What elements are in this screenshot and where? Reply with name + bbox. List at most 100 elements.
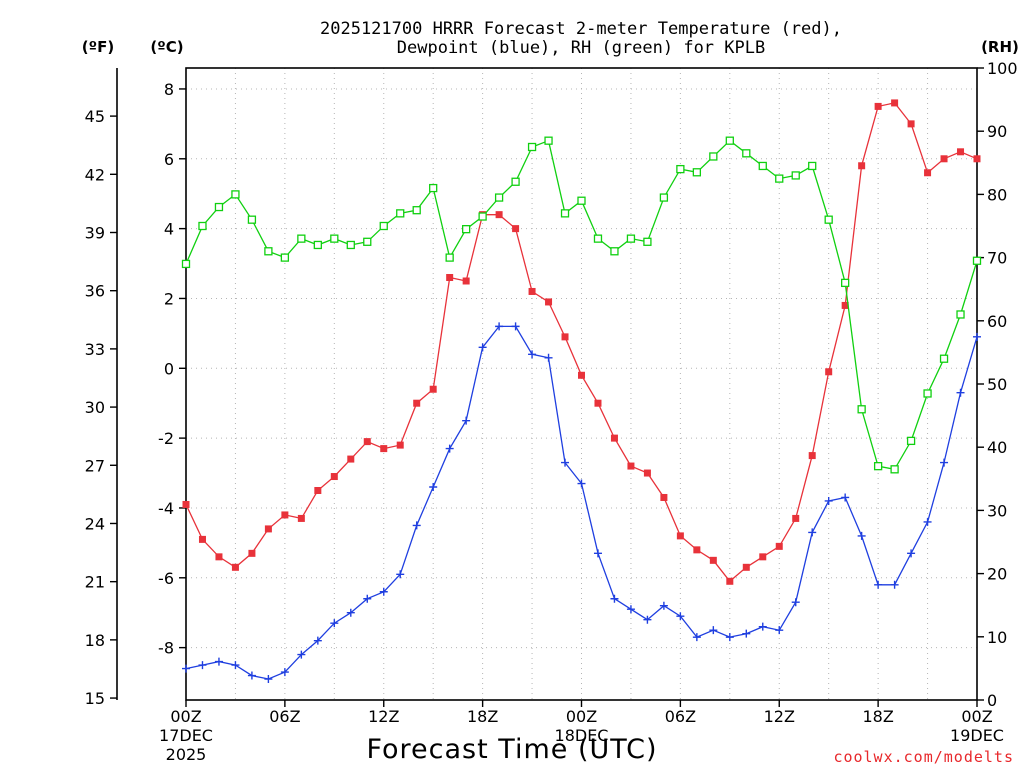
- dewpoint-point: [247, 671, 256, 680]
- x-tick-label: 12Z: [764, 707, 795, 726]
- dewpoint-point: [297, 650, 306, 659]
- dewpoint-point: [445, 444, 454, 453]
- rh-tick-label: 80: [987, 185, 1007, 204]
- temperature-point: [957, 148, 965, 156]
- rh-point: [445, 253, 454, 262]
- dewpoint-point: [528, 350, 537, 359]
- dewpoint-point: [973, 332, 981, 341]
- dewpoint-point: [346, 608, 355, 617]
- temperature-series: [182, 99, 981, 585]
- rh-point: [181, 259, 191, 269]
- rh-tick-label: 70: [987, 249, 1007, 268]
- temperature-point: [231, 563, 239, 571]
- rh-point: [841, 278, 850, 288]
- rh-tick-label: 90: [987, 122, 1007, 141]
- rh-point: [396, 209, 405, 218]
- rh-point: [478, 212, 487, 221]
- dewpoint-point: [363, 594, 372, 603]
- dewpoint-point: [198, 661, 207, 670]
- rh-tick-label: 40: [987, 438, 1007, 457]
- rh-point: [972, 256, 982, 265]
- chart-title-line1: 2025121700 HRRR Forecast 2-meter Tempera…: [320, 19, 842, 39]
- dewpoint-point: [610, 594, 619, 603]
- temperature-point: [841, 301, 849, 309]
- temperature-point: [676, 532, 684, 540]
- dewpoint-point: [280, 668, 289, 677]
- rh-point: [231, 190, 240, 199]
- celsius-tick-label: 0: [164, 359, 174, 378]
- dewpoint-point: [495, 322, 504, 331]
- temperature-point: [363, 438, 371, 446]
- rh-point: [758, 161, 767, 171]
- rh-point: [906, 436, 916, 446]
- celsius-tick-label: -2: [158, 429, 174, 448]
- dewpoint-point: [709, 626, 718, 635]
- rh-point: [643, 237, 652, 246]
- rh-point: [593, 234, 603, 243]
- dewpoint-point: [577, 479, 586, 488]
- temperature-point: [660, 493, 668, 501]
- dewpoint-point: [412, 521, 421, 530]
- temperature-point: [643, 469, 651, 477]
- grid-layer: [186, 68, 977, 700]
- source-credit: coolwx.com/modelts: [833, 748, 1014, 766]
- dewpoint-point: [214, 657, 223, 666]
- rh-point: [742, 149, 751, 158]
- temperature-point: [792, 514, 800, 522]
- dewpoint-point: [264, 675, 273, 684]
- chart-title-line2: Dewpoint (blue), RH (green) for KPLB: [397, 38, 765, 58]
- temperature-point: [973, 155, 981, 163]
- rh-point: [511, 177, 520, 186]
- x-tick-label: 12Z: [368, 707, 399, 726]
- temperature-point: [578, 371, 585, 379]
- temperature-point: [264, 525, 272, 533]
- fahrenheit-tick-label: 39: [85, 223, 105, 242]
- x-tick-label: 06Z: [665, 707, 696, 726]
- rh-point: [676, 164, 685, 174]
- fahrenheit-tick-label: 21: [85, 573, 105, 592]
- x-tick-label: 06Z: [269, 707, 300, 726]
- rh-point: [461, 225, 471, 234]
- series-layer: [181, 99, 982, 684]
- dewpoint-point: [758, 622, 767, 631]
- dewpoint-point: [643, 615, 652, 624]
- fahrenheit-tick-label: 45: [85, 107, 105, 126]
- celsius-unit-label: (ºC): [150, 38, 183, 56]
- dewpoint-point: [775, 626, 784, 635]
- temperature-line: [185, 102, 978, 583]
- fahrenheit-tick-label: 33: [85, 340, 105, 359]
- temperature-point: [775, 542, 783, 550]
- temperature-point: [742, 563, 750, 571]
- rh-point: [709, 152, 718, 161]
- rh-point: [857, 405, 866, 414]
- temperature-point: [594, 399, 602, 407]
- rh-point: [346, 240, 355, 250]
- rh-point: [956, 310, 965, 319]
- celsius-tick-label: -8: [158, 639, 174, 658]
- dewpoint-point: [692, 633, 701, 642]
- rh-point: [330, 234, 339, 243]
- temperature-point: [495, 211, 503, 219]
- temperature-point: [528, 287, 536, 295]
- rh-point: [610, 247, 619, 256]
- dewpoint-point: [462, 416, 471, 425]
- temperature-point: [198, 535, 206, 543]
- rh-point: [429, 183, 438, 193]
- rh-point: [544, 136, 553, 145]
- temperature-point: [874, 102, 882, 110]
- x-tick-label: 18Z: [467, 707, 498, 726]
- temperature-point: [940, 155, 948, 163]
- temperature-point: [627, 462, 635, 470]
- rh-tick-label: 50: [987, 375, 1007, 394]
- rh-point: [808, 161, 817, 171]
- dewpoint-point: [396, 570, 405, 579]
- rh-point: [198, 221, 207, 231]
- fahrenheit-tick-label: 30: [85, 398, 105, 417]
- temperature-point: [429, 385, 437, 393]
- temperature-point: [907, 120, 915, 128]
- temperature-point: [891, 99, 899, 107]
- dewpoint-point: [511, 322, 520, 331]
- dewpoint-point: [182, 664, 190, 673]
- rh-point: [923, 389, 932, 398]
